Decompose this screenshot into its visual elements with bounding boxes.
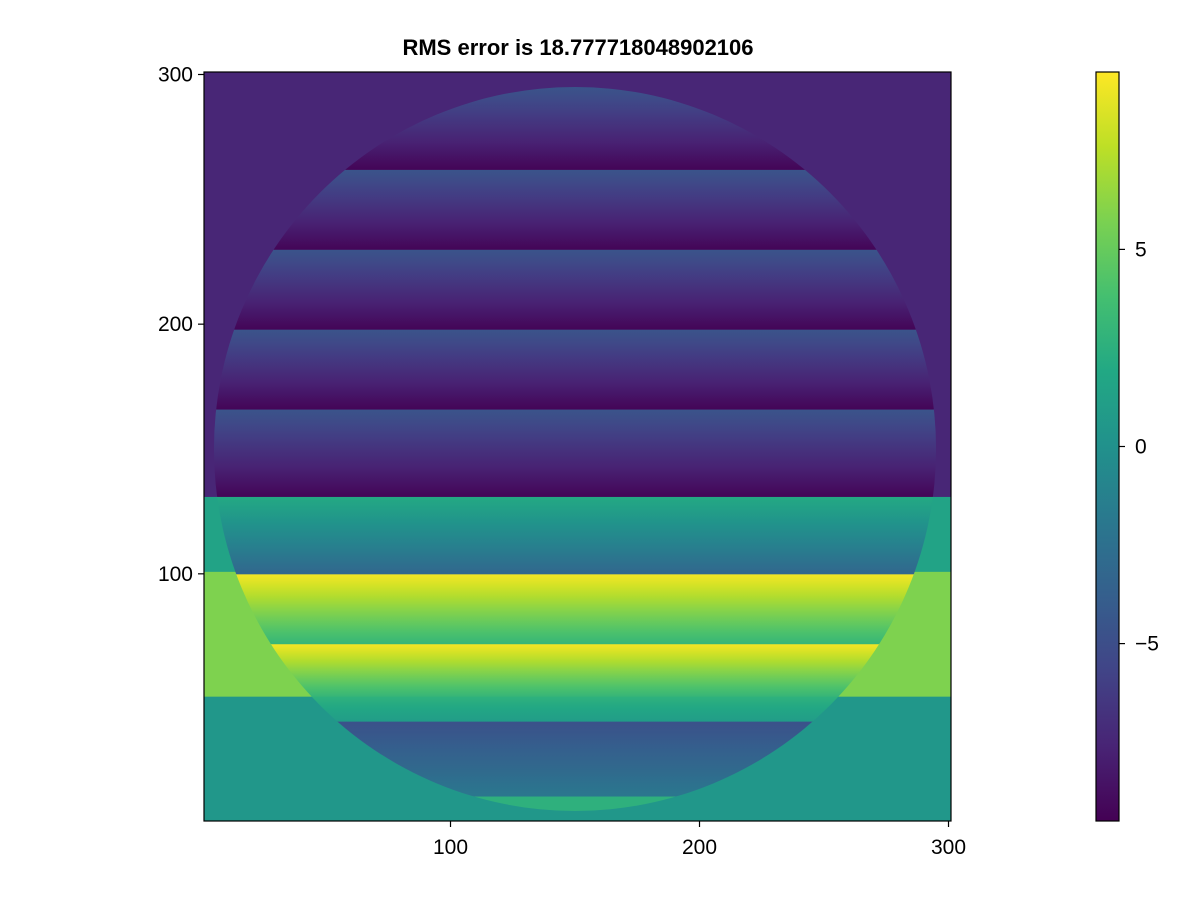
plot-area	[204, 72, 951, 821]
plot-frame	[203, 71, 952, 822]
colorbar-tick-label-0: −5	[1135, 633, 1159, 656]
inside-band-3	[213, 643, 937, 697]
inside-band-9	[213, 169, 937, 250]
colorbar-tick-label-2: 5	[1135, 238, 1147, 261]
y-tick-label-100: 100	[158, 563, 193, 586]
x-tick-label-200: 200	[682, 836, 717, 859]
chart-title: RMS error is 18.777718048902106	[402, 35, 754, 60]
y-tick-label-300: 300	[158, 63, 193, 86]
inside-band-2	[213, 696, 937, 722]
colorbar-tick-label-1: 0	[1135, 436, 1147, 459]
x-tick-label-100: 100	[433, 836, 468, 859]
inside-band-5	[213, 496, 937, 575]
inside-band-6	[213, 409, 937, 497]
colorbar: −5 0 5	[1095, 71, 1159, 822]
inside-band-8	[213, 249, 937, 330]
colorbar-gradient	[1095, 71, 1120, 822]
inside-band-4	[213, 573, 937, 645]
x-tick-label-300: 300	[931, 836, 966, 859]
axes: 100 200 300 100 200 300	[158, 63, 966, 859]
y-tick-label-200: 200	[158, 313, 193, 336]
inside-band-7	[213, 329, 937, 410]
